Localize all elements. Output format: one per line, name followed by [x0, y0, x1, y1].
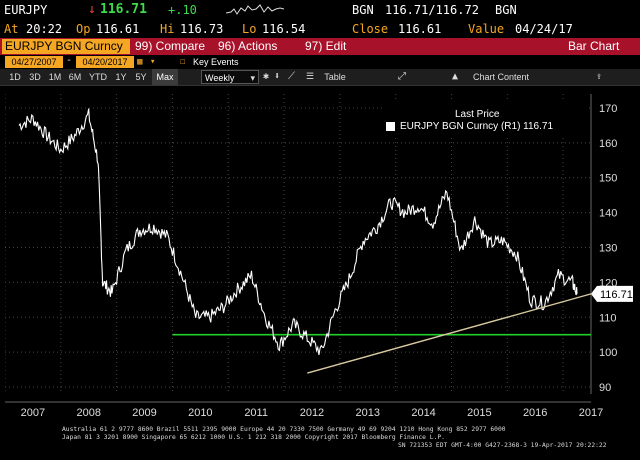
share-icon[interactable]: ⇪	[596, 71, 603, 82]
x-tick-label: 2007	[21, 407, 45, 419]
range-1m[interactable]: 1M	[48, 72, 62, 82]
time-label: At	[4, 22, 19, 36]
edit-menu[interactable]: 97) Edit	[305, 39, 347, 53]
low-value: 116.54	[262, 22, 306, 36]
bid-ask: 116.71/116.72	[385, 3, 479, 17]
x-tick-label: 2015	[467, 407, 491, 419]
net-change: +.10	[168, 3, 197, 17]
price-series-line	[18, 108, 578, 356]
y-tick-label: 150	[599, 173, 617, 185]
key-events-label[interactable]: Key Events	[193, 57, 239, 67]
open-label: Op	[76, 22, 91, 36]
y-tick-label: 160	[599, 138, 617, 150]
time-value: 20:22	[26, 22, 63, 36]
range-1d[interactable]: 1D	[9, 72, 21, 82]
line-chart-icon[interactable]: ⟋	[288, 71, 295, 82]
x-tick-label: 2016	[523, 407, 547, 419]
security-field[interactable]: EURJPY BGN Curncy	[2, 39, 130, 54]
quote-header: EURJPY ↓ 116.71 +.10 BGN 116.71/116.72 B…	[0, 0, 640, 20]
y-tick-label: 170	[599, 103, 617, 115]
range-5y[interactable]: 5Y	[135, 72, 147, 82]
download-icon[interactable]: ⬇	[274, 71, 281, 82]
footer-session: SN 721353 EDT GMT-4:00 G427-2368-3 19-Ap…	[398, 442, 607, 449]
close-label: Close	[352, 22, 389, 36]
chart-type-label[interactable]: Bar Chart	[568, 39, 620, 53]
value-date: 04/24/17	[515, 22, 573, 36]
y-tick-label: 140	[599, 208, 617, 220]
source-label-2: BGN	[495, 3, 517, 17]
x-tick-label: 2010	[188, 407, 212, 419]
range-6m[interactable]: 6M	[68, 72, 82, 82]
date-range-bar	[0, 55, 640, 69]
y-tick-label: 130	[599, 242, 617, 254]
x-tick-label: 2017	[579, 407, 603, 419]
footer-contacts-2: Japan 81 3 3201 8900 Singapore 65 6212 1…	[62, 434, 445, 441]
range-ytd[interactable]: YTD	[89, 72, 107, 82]
legend-box	[383, 102, 589, 136]
legend-swatch	[386, 122, 395, 131]
last-price-tag	[591, 285, 633, 302]
start-date-field[interactable]: 04/27/2007	[5, 56, 63, 68]
function-menubar: 99) Compare 96) Actions 97) Edit Bar Cha…	[0, 38, 640, 55]
key-events-checkbox[interactable]: ☐	[180, 57, 186, 67]
plot-area	[5, 94, 591, 394]
calendar-icon[interactable]: ▦	[137, 57, 143, 67]
date-separator: -	[66, 55, 73, 66]
value-label: Value	[468, 22, 505, 36]
high-value: 116.73	[180, 22, 224, 36]
x-tick-label: 2009	[132, 407, 156, 419]
x-tick-label: 2012	[300, 407, 324, 419]
frequency-select[interactable]: Weekly ▾	[201, 70, 259, 84]
legend-entry: EURJPY BGN Curncy (R1) 116.71	[400, 121, 554, 132]
high-label: Hi	[160, 22, 175, 36]
last-price: 116.71	[100, 2, 147, 17]
table-button[interactable]: Table	[324, 72, 346, 82]
compare-menu[interactable]: 99) Compare	[135, 39, 206, 53]
settings-icon[interactable]: ✱	[263, 71, 270, 82]
y-tick-label: 100	[599, 347, 617, 359]
ticker-label: EURJPY	[4, 3, 48, 17]
end-date-field[interactable]: 04/20/2017	[76, 56, 134, 68]
dropdown-icon[interactable]: ▾	[150, 57, 156, 67]
y-tick-label: 110	[599, 312, 617, 324]
close-value: 116.61	[398, 22, 442, 36]
quote-details: At 20:22 Op 116.61 Hi 116.73 Lo 116.54 C…	[0, 20, 640, 38]
legend-title: Last Price	[455, 109, 500, 120]
footer: Australia 61 2 9777 8600 Brazil 5511 239…	[0, 424, 640, 460]
trendline	[307, 293, 592, 374]
range-1y[interactable]: 1Y	[115, 72, 127, 82]
low-label: Lo	[242, 22, 257, 36]
chevron-down-icon: ▾	[250, 73, 255, 83]
sparkline-icon	[226, 4, 284, 15]
x-tick-label: 2013	[356, 407, 380, 419]
y-tick-label: 90	[599, 382, 611, 394]
open-value: 116.61	[96, 22, 140, 36]
actions-menu[interactable]: 96) Actions	[218, 39, 278, 53]
x-tick-label: 2011	[244, 407, 268, 419]
x-tick-label: 2008	[76, 407, 100, 419]
source-label: BGN	[352, 3, 374, 17]
price-chart[interactable]: 170 160 150 140 130 120 110 100 90 2007 2008 2009 20…	[4, 88, 635, 424]
range-max[interactable]: Max	[152, 69, 178, 85]
footer-contacts: Australia 61 2 9777 8600 Brazil 5511 239…	[62, 426, 506, 433]
frequency-value: Weekly	[205, 73, 235, 83]
chart-content-button[interactable]: Chart Content	[472, 72, 530, 82]
last-price-tag-label: 116.71	[600, 289, 633, 301]
down-arrow-icon: ↓	[88, 2, 96, 17]
range-3d[interactable]: 3D	[29, 72, 41, 82]
table-toggle-icon[interactable]: ☰	[306, 72, 315, 82]
expand-icon[interactable]: ⤢	[398, 71, 406, 82]
x-tick-label: 2014	[411, 407, 435, 419]
chart-content-icon[interactable]: ▲	[452, 71, 459, 82]
